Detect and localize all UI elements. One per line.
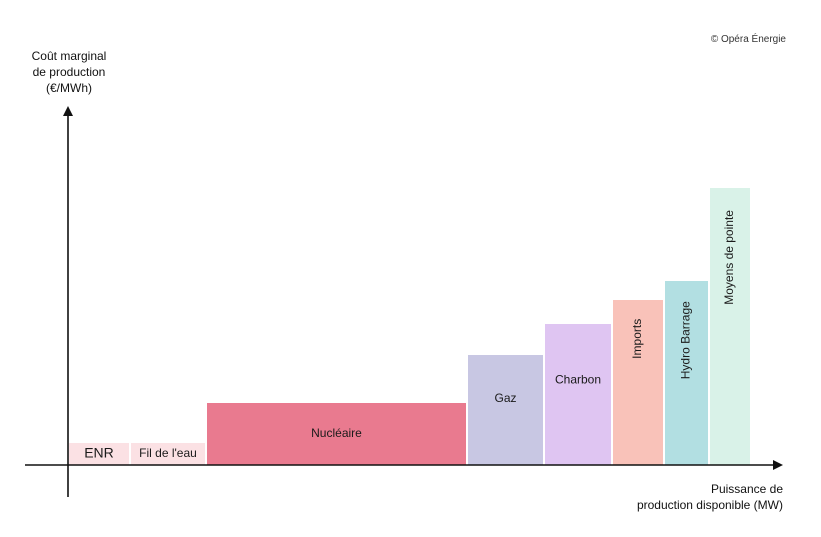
bar-label-hydro-barrage: Hydro Barrage [679, 301, 693, 379]
bar-hydro-barrage [665, 281, 708, 465]
x-axis-label: Puissance de production disponible (MW) [637, 481, 783, 513]
y-axis-label: Coût marginal de production (€/MWh) [14, 48, 124, 96]
x-axis-label-line-2: production disponible (MW) [636, 498, 783, 512]
bar-label-gaz: Gaz [494, 391, 516, 405]
bar-label-imports: Imports [630, 319, 644, 359]
bar-enr [69, 443, 129, 465]
bar-charbon [545, 324, 611, 465]
bar-label-fil-de-l-eau: Fil de l'eau [139, 446, 197, 460]
x-axis-label-line-1: Puissance de [710, 482, 783, 496]
bar-label-moyens-de-pointe: Moyens de pointe [722, 210, 736, 305]
bar-label-nucl-aire: Nucléaire [311, 426, 362, 440]
bar-gaz [468, 355, 543, 465]
bar-label-enr: ENR [84, 445, 114, 461]
bar-label-charbon: Charbon [555, 373, 601, 387]
bar-moyens-de-pointe [710, 188, 750, 465]
bar-nucl-aire [207, 403, 466, 465]
y-axis-label-line-2: de production [32, 65, 106, 79]
y-axis-label-line-3: (€/MWh) [46, 81, 92, 95]
bar-fil-de-l-eau [131, 443, 205, 465]
copyright-note: © Opéra Énergie [710, 34, 786, 45]
bar-imports [613, 300, 663, 465]
y-axis-label-line-1: Coût marginal [31, 49, 107, 63]
bars-layer: ENR Fil de l'eau Nucléaire Gaz Charbon Import… [69, 188, 750, 465]
